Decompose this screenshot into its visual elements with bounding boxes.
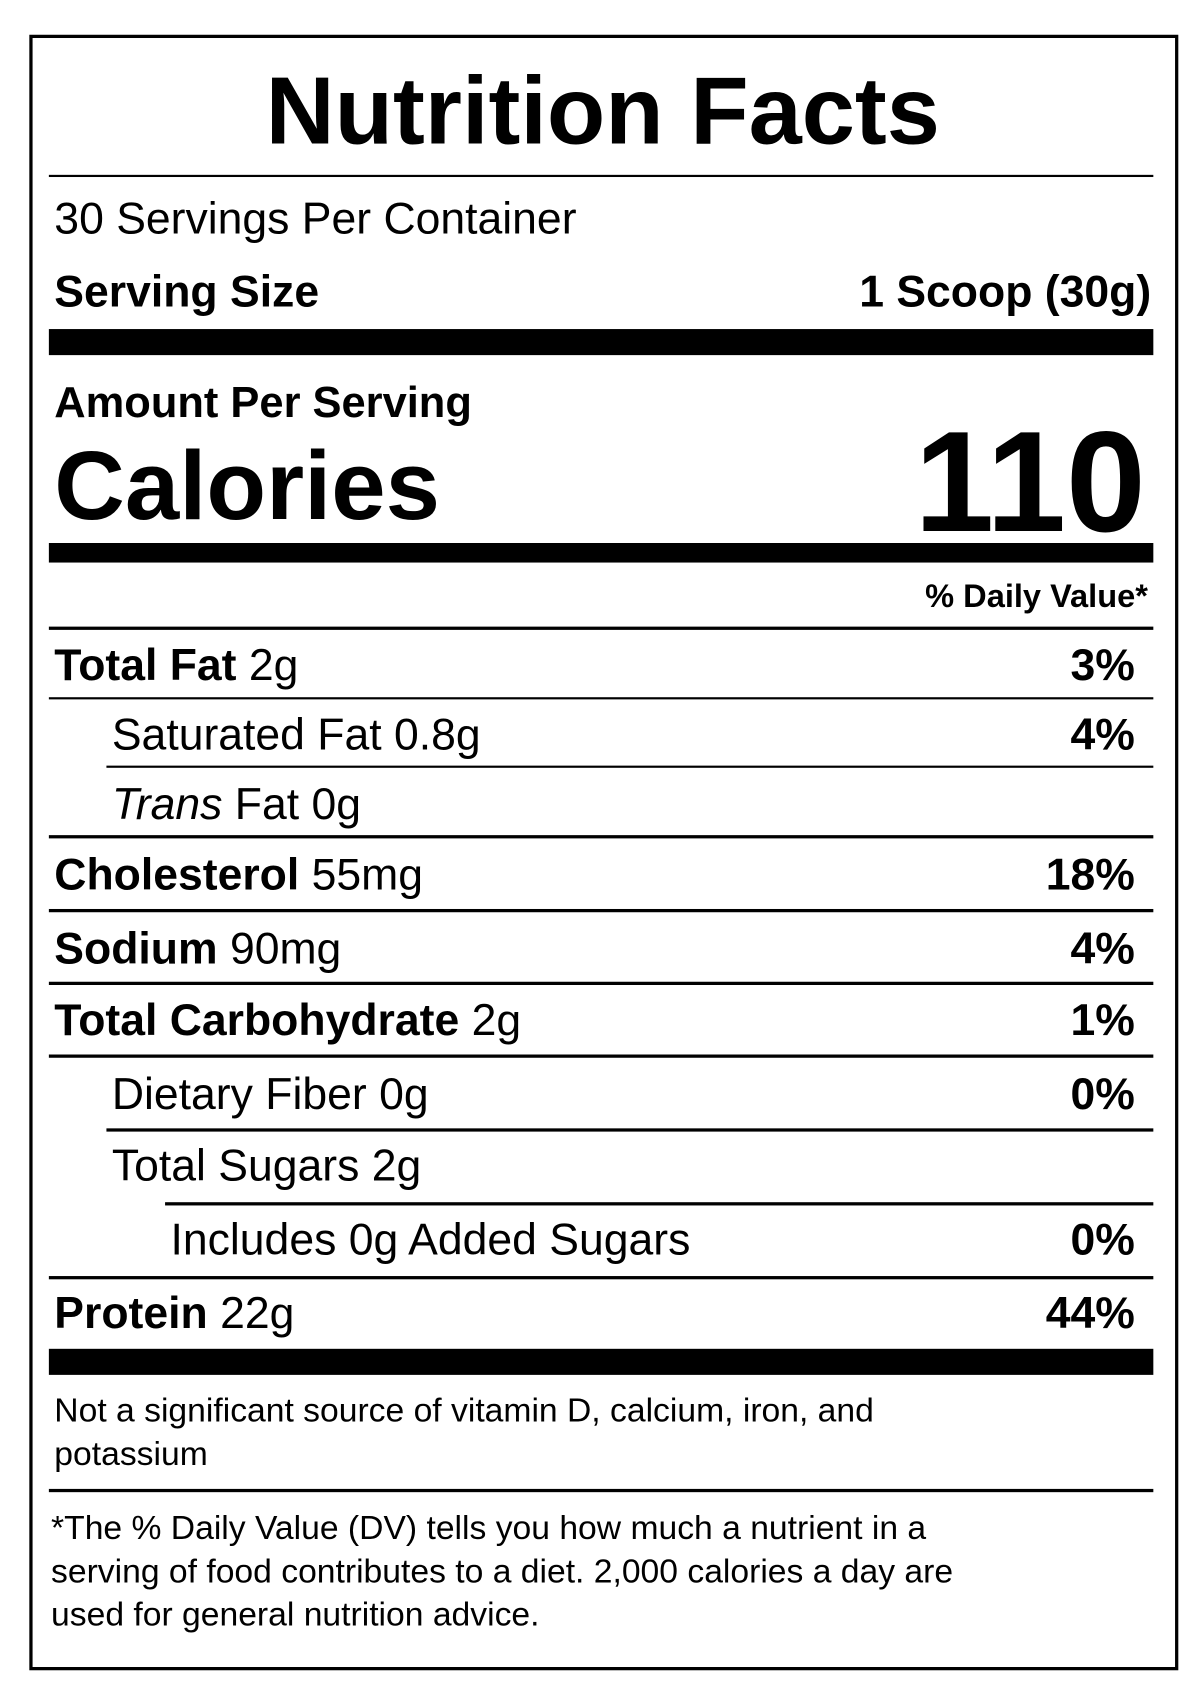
nutrient-amount: 90mg (229, 923, 342, 974)
serving-size-value: 1 Scoop (30g) (859, 266, 1152, 317)
dv-total-fat: 3% (1070, 639, 1135, 690)
nutrient-trans-fat: Trans Fat 0g (111, 778, 361, 829)
dv-dietary-fiber: 0% (1070, 1068, 1135, 1119)
nutrient-label-italic: Trans (111, 778, 223, 829)
dv-cholesterol: 18% (1045, 849, 1135, 900)
label-border (29, 34, 1179, 1671)
nutrient-label: Total Fat (54, 639, 237, 690)
nutrient-amount: 55mg (311, 849, 424, 900)
nutrient-amount: 2g (471, 994, 522, 1045)
nutrient-protein: Protein 22g (54, 1291, 294, 1336)
label-title: Nutrition Facts (265, 56, 940, 164)
nutrient-label: Cholesterol (54, 849, 300, 900)
nutrient-total-fat: Total Fat 2g (54, 639, 299, 690)
daily-value-header: % Daily Value* (925, 578, 1148, 615)
footnote-dv-line: serving of food contributes to a diet. 2… (51, 1551, 954, 1590)
divider (48, 697, 1154, 700)
nutrient-amount: 22g (220, 1287, 295, 1338)
divider (48, 1488, 1154, 1493)
divider (48, 174, 1154, 178)
footnote-vitamins-line: Not a significant source of vitamin D, c… (54, 1391, 874, 1430)
divider (165, 1202, 1154, 1206)
nutrient-total-sugars: Total Sugars 2g (111, 1140, 422, 1191)
amount-per-serving: Amount Per Serving (54, 379, 472, 427)
nutrient-dietary-fiber: Dietary Fiber 0g (111, 1068, 429, 1119)
nutrient-cholesterol: Cholesterol 55mg (54, 852, 423, 898)
divider (48, 835, 1154, 839)
divider (48, 908, 1154, 913)
divider (106, 1128, 1154, 1132)
divider (48, 626, 1154, 630)
servings-per-container: 30 Servings Per Container (54, 193, 577, 244)
thick-divider (48, 329, 1154, 356)
dv-total-carbohydrate: 1% (1070, 994, 1135, 1045)
divider (48, 1276, 1154, 1280)
nutrient-label: Fat 0g (234, 778, 361, 829)
nutrient-amount: 2g (248, 639, 299, 690)
footnote-vitamins-line: potassium (54, 1434, 208, 1473)
dv-sodium: 4% (1070, 923, 1135, 974)
divider (48, 981, 1154, 986)
serving-size-label: Serving Size (54, 266, 320, 317)
dv-added-sugars: 0% (1070, 1214, 1135, 1265)
dv-protein: 44% (1045, 1287, 1135, 1338)
dv-saturated-fat: 4% (1070, 709, 1135, 760)
nutrient-sodium: Sodium 90mg (54, 926, 341, 971)
divider (106, 765, 1154, 768)
nutrient-label: Total Carbohydrate (54, 994, 460, 1045)
footnote-dv-line: *The % Daily Value (DV) tells you how mu… (51, 1508, 927, 1547)
thick-divider (48, 1348, 1154, 1375)
footnote-dv-line: used for general nutrition advice. (51, 1595, 540, 1634)
nutrient-label: Sodium (54, 923, 218, 974)
calories-value: 110 (914, 401, 1146, 562)
calories-label: Calories (54, 432, 441, 541)
nutrient-label: Protein (54, 1287, 208, 1338)
thick-divider (48, 543, 1154, 563)
divider (48, 1054, 1154, 1058)
nutrient-saturated-fat: Saturated Fat 0.8g (111, 709, 481, 760)
nutrient-total-carbohydrate: Total Carbohydrate 2g (54, 994, 522, 1045)
nutrient-added-sugars: Includes 0g Added Sugars (170, 1214, 691, 1265)
